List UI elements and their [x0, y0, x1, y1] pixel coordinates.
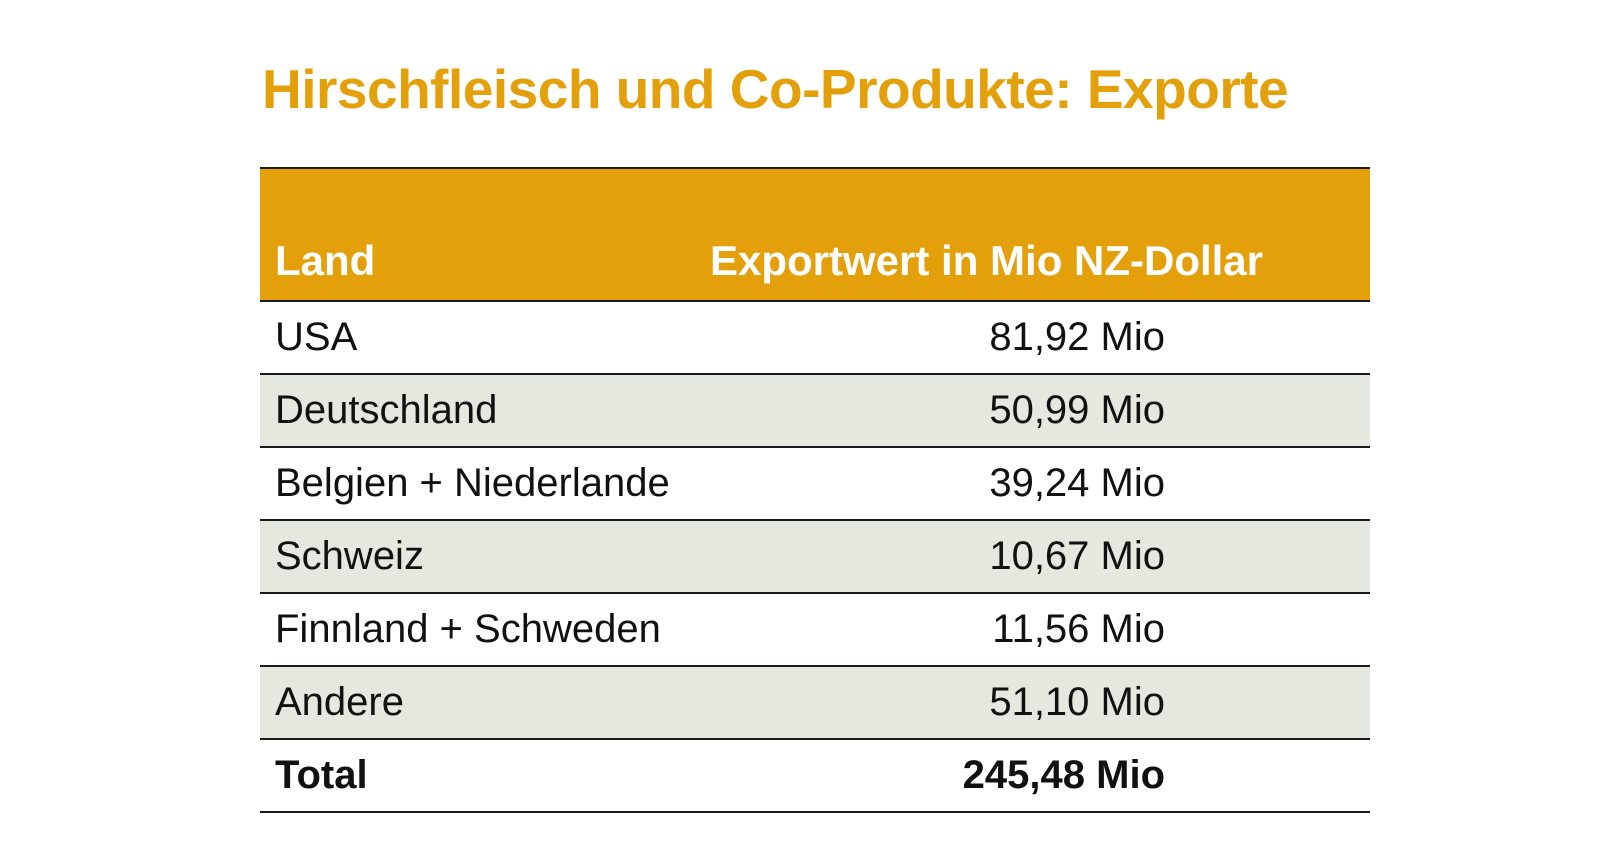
- header-land: Land: [275, 237, 376, 284]
- total-label: Total: [275, 753, 368, 797]
- cell-export-value: 50,99 Mio: [989, 388, 1165, 432]
- cell-land: Andere: [275, 680, 404, 724]
- table-row: Schweiz 10,67 Mio: [260, 521, 1370, 594]
- table-row: USA 81,92 Mio: [260, 302, 1370, 375]
- export-table: Land Exportwert in Mio NZ-Dollar USA 81,…: [260, 167, 1370, 813]
- table-row: Finnland + Schweden 11,56 Mio: [260, 594, 1370, 667]
- cell-export-value: 81,92 Mio: [989, 315, 1165, 359]
- table-header-row: Land Exportwert in Mio NZ-Dollar: [260, 169, 1370, 302]
- cell-export-value: 11,56 Mio: [992, 607, 1165, 651]
- cell-land: Deutschland: [275, 388, 498, 432]
- table-row: Andere 51,10 Mio: [260, 667, 1370, 740]
- cell-export-value: 51,10 Mio: [989, 680, 1165, 724]
- cell-land: Schweiz: [275, 534, 424, 578]
- cell-land: USA: [275, 315, 358, 359]
- page-title: Hirschfleisch und Co-Produkte: Exporte: [262, 58, 1289, 120]
- table-total-row: Total 245,48 Mio: [260, 740, 1370, 813]
- table-row: Deutschland 50,99 Mio: [260, 375, 1370, 448]
- cell-export-value: 10,67 Mio: [989, 534, 1165, 578]
- cell-export-value: 39,24 Mio: [989, 461, 1165, 505]
- total-value: 245,48 Mio: [962, 753, 1165, 797]
- table-row: Belgien + Niederlande 39,24 Mio: [260, 448, 1370, 521]
- cell-land: Belgien + Niederlande: [275, 461, 670, 505]
- header-export-value: Exportwert in Mio NZ-Dollar: [710, 237, 1264, 284]
- cell-land: Finnland + Schweden: [275, 607, 661, 651]
